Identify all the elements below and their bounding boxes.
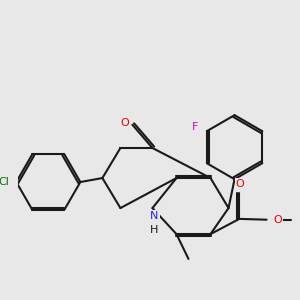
Text: O: O — [236, 179, 244, 189]
Text: N: N — [150, 211, 159, 221]
Text: O: O — [121, 118, 130, 128]
Text: F: F — [192, 122, 198, 132]
Text: H: H — [150, 225, 159, 235]
Text: Cl: Cl — [0, 177, 9, 187]
Text: O: O — [274, 215, 283, 225]
